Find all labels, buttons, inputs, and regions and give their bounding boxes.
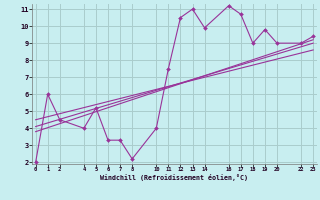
X-axis label: Windchill (Refroidissement éolien,°C): Windchill (Refroidissement éolien,°C)	[100, 174, 248, 181]
